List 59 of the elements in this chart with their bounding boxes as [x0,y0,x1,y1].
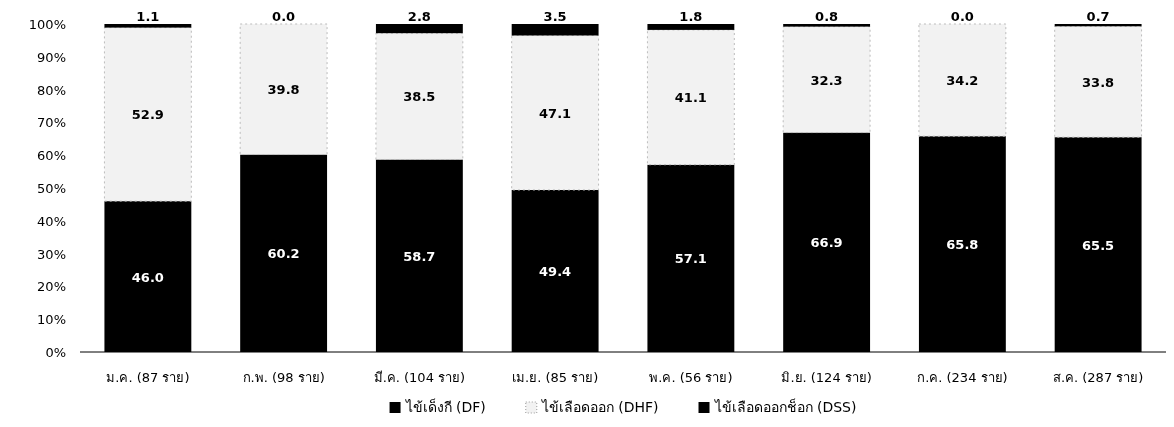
data-label: 3.5 [543,9,567,24]
bar [239,23,328,156]
x-tick-label: มี.ค. (104 ราย) [373,370,466,385]
y-tick-label: 20% [37,279,66,295]
data-label: 47.1 [539,105,572,121]
y-tick-label: 90% [37,49,66,65]
x-tick-label: ม.ค. (87 ราย) [106,370,190,385]
data-label: 41.1 [674,90,707,106]
bar [1054,25,1143,138]
data-label: 34.2 [946,73,979,89]
data-label: 57.1 [674,251,707,267]
y-tick-label: 40% [37,213,66,229]
y-tick-label: 10% [37,312,66,328]
data-label: 0.7 [1086,9,1110,24]
y-tick-label: 0% [45,345,66,360]
y-tick-label: 50% [37,181,66,196]
data-label: 1.8 [679,9,703,24]
bar [375,24,463,34]
data-label: 0.0 [950,9,974,24]
data-label: 66.9 [810,235,843,251]
data-label: 33.8 [1082,74,1115,90]
y-tick-label: 30% [37,246,66,262]
bar [511,34,600,191]
bar [104,24,192,28]
y-tick-label: 100% [28,17,66,32]
data-label: 38.5 [403,89,436,105]
legend-label: ไข้เด็งกี (DF) [404,398,486,415]
data-label: 1.1 [136,9,160,24]
data-label: 49.4 [539,263,572,279]
x-tick-label: ส.ค. (287 ราย) [1052,370,1144,385]
x-tick-label: ก.ค. (234 ราย) [917,370,1008,385]
bar [375,32,464,160]
data-label: 0.0 [272,9,296,24]
data-label: 32.3 [810,72,843,88]
bar [647,24,735,30]
data-label: 65.5 [1082,237,1115,253]
bar [783,24,871,27]
data-label: 0.8 [815,9,839,24]
x-tick-label: พ.ค. (56 ราย) [649,370,733,385]
legend-label: ไข้เลือดออก (DHF) [540,399,659,415]
x-tick-label: เม.ย. (85 ราย) [512,370,599,385]
data-label: 65.8 [946,237,979,253]
data-label: 39.8 [267,82,300,98]
x-tick-label: ก.พ. (98 ราย) [242,370,325,385]
bar [103,27,192,202]
y-tick-label: 70% [37,115,66,131]
data-label: 60.2 [267,246,300,262]
legend-label: ไข้เลือดออกช็อก (DSS) [713,398,857,415]
data-label: 46.0 [131,269,164,285]
bar [782,26,871,134]
bar [918,23,1007,137]
data-label: 52.9 [131,107,164,123]
x-tick-label: มิ.ย. (124 ราย) [781,370,872,385]
bar [646,29,735,166]
data-label: 58.7 [403,248,436,264]
bar [511,24,599,36]
y-tick-label: 60% [37,148,66,164]
data-label: 2.8 [407,9,431,24]
y-tick-label: 80% [37,82,66,98]
